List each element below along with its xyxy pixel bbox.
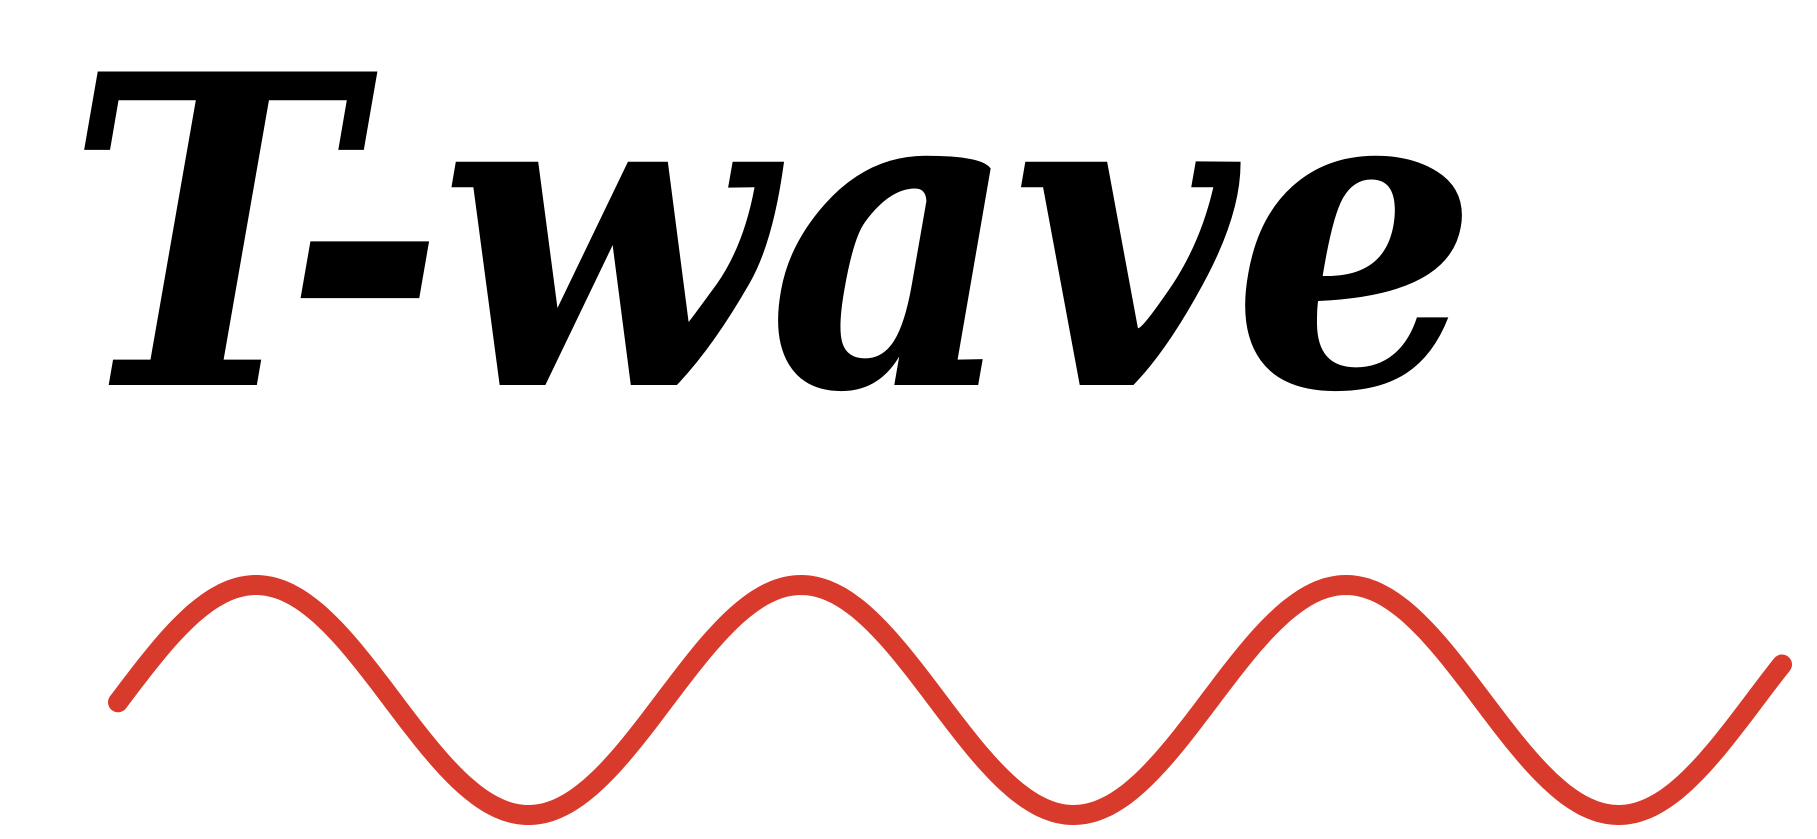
logo-wordmark: T-wave [66,0,1479,487]
sine-wave-line [108,575,1792,825]
